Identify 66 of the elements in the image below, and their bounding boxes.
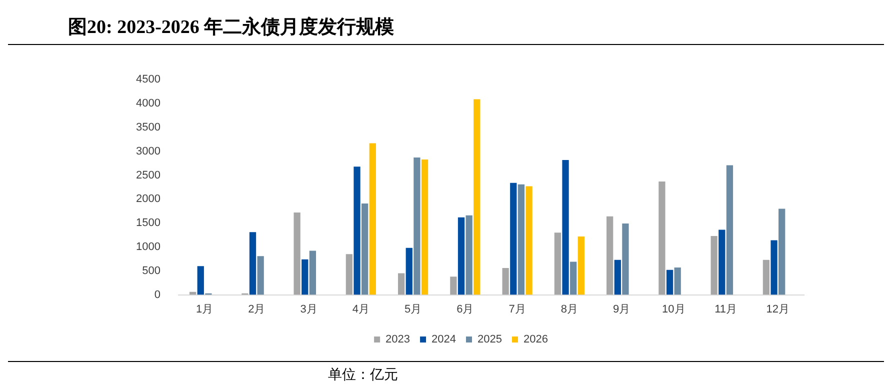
x-tick-label: 7月 — [508, 303, 526, 316]
x-tick-label: 6月 — [456, 303, 474, 316]
bar — [562, 160, 569, 295]
bar — [606, 216, 614, 295]
bar — [554, 232, 562, 295]
x-tick-label: 11月 — [714, 303, 738, 316]
y-tick-label: 1000 — [136, 241, 160, 254]
bar — [726, 165, 734, 295]
bar — [474, 99, 480, 295]
y-tick-label: 1500 — [136, 217, 160, 230]
bar — [570, 262, 577, 295]
legend-label: 2024 — [432, 334, 456, 346]
legend-label: 2025 — [478, 334, 502, 346]
y-tick-label: 4500 — [136, 74, 160, 86]
bar — [502, 268, 509, 295]
bar — [666, 270, 674, 295]
y-tick-label: 2500 — [136, 169, 160, 182]
y-tick-label: 3000 — [136, 145, 160, 158]
x-tick-label: 10月 — [662, 303, 686, 316]
bar — [466, 215, 472, 295]
bar — [362, 203, 368, 295]
bar — [710, 236, 718, 295]
bar — [518, 184, 525, 295]
y-tick-label: 4000 — [136, 98, 160, 110]
x-tick-label: 12月 — [766, 303, 790, 316]
text: 单位：亿元 — [328, 368, 398, 383]
x-tick-label: 1月 — [196, 303, 214, 316]
x-tick-label: 3月 — [300, 303, 318, 316]
y-tick-label: 0 — [154, 288, 160, 301]
x-tick-label: 2月 — [248, 303, 266, 316]
bar — [249, 232, 256, 295]
legend-label: 2023 — [386, 334, 410, 346]
bar — [526, 186, 532, 295]
x-tick-label: 9月 — [612, 303, 630, 316]
bar — [718, 230, 726, 295]
bar — [294, 212, 300, 295]
bar — [510, 182, 517, 295]
bar — [354, 166, 360, 295]
bar — [578, 236, 584, 295]
bar — [778, 208, 786, 295]
bar — [622, 224, 629, 295]
bar — [406, 248, 412, 295]
y-tick-label: 3500 — [136, 121, 160, 134]
x-tick-label: 5月 — [404, 303, 422, 316]
bar — [369, 143, 376, 295]
y-tick-label: 500 — [142, 264, 160, 277]
bar — [658, 181, 666, 295]
x-tick-label: 4月 — [352, 303, 370, 316]
bar — [257, 256, 264, 295]
x-tick-label: 8月 — [560, 303, 578, 316]
chart-title: 图20: 2023-2026 年二永债月度发行规模 — [8, 8, 884, 45]
bar — [674, 268, 681, 295]
bar — [614, 260, 621, 295]
bar — [421, 159, 428, 295]
bar — [770, 240, 778, 295]
bar — [398, 273, 405, 295]
bar — [302, 259, 308, 295]
bar — [414, 158, 420, 295]
bar — [458, 217, 465, 295]
y-tick-label: 2000 — [136, 193, 160, 206]
bar — [346, 254, 353, 295]
legend-label: 2026 — [523, 334, 548, 346]
bar — [762, 260, 770, 295]
bar — [197, 266, 204, 295]
bar — [309, 250, 316, 295]
bar — [450, 276, 457, 295]
